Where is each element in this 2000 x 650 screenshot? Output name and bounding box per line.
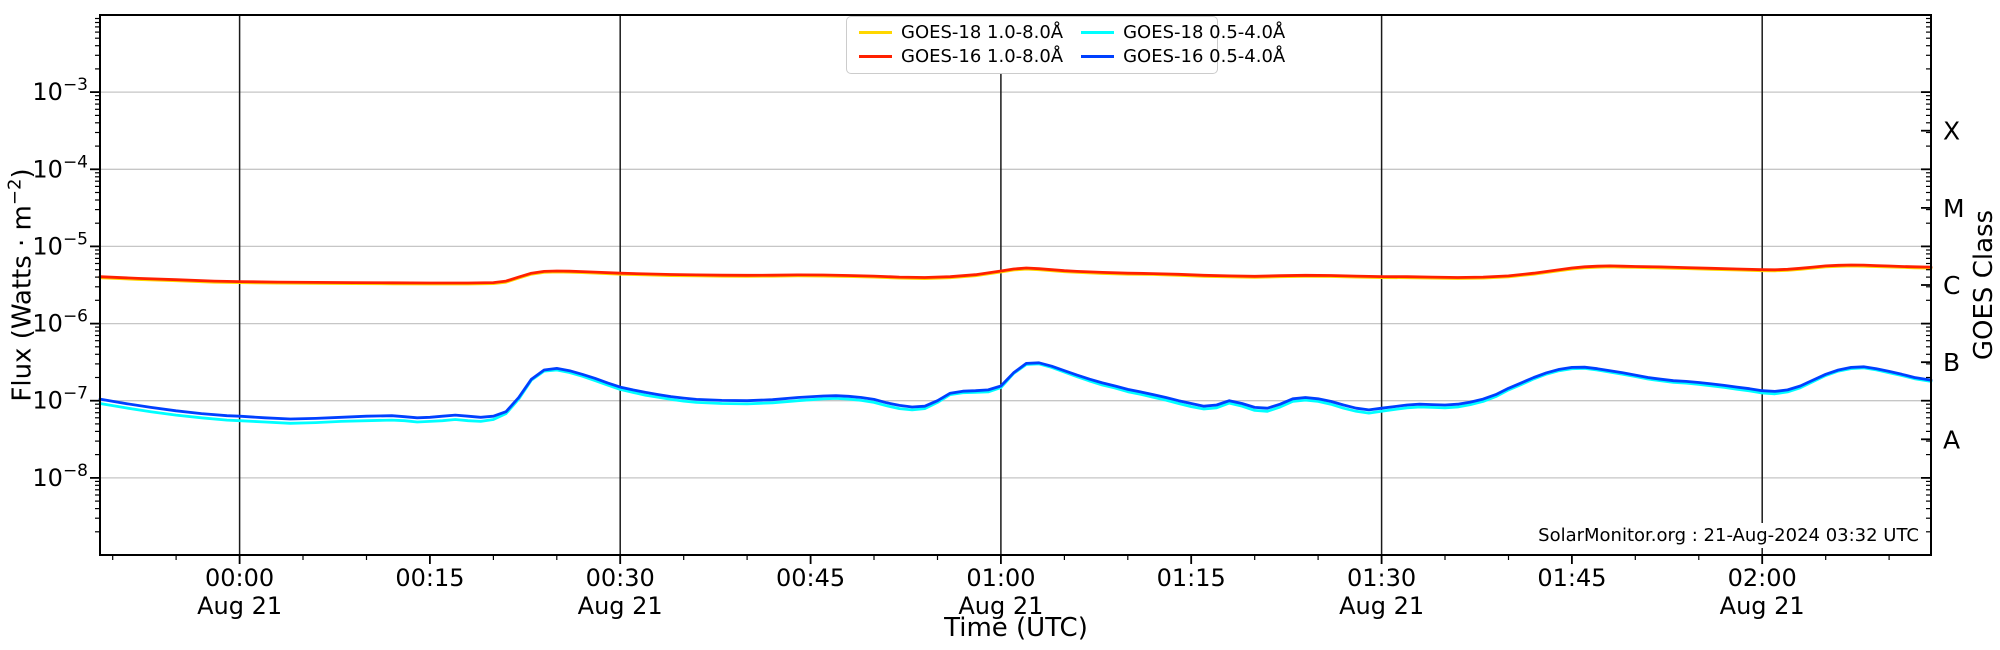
x-tick-label: 01:15	[1157, 564, 1226, 592]
legend-line-goes18-long-icon	[859, 31, 892, 34]
legend-line-goes16-short-icon	[1081, 55, 1115, 58]
y-tick-label: 10−5	[32, 229, 88, 260]
x-tick-label: 00:00	[205, 564, 274, 592]
x-tick-date-label: Aug 21	[958, 592, 1043, 620]
y-tick-label: 10−7	[32, 384, 88, 415]
left-axis-tick-labels: 10−3 10−4 10−5 10−6 10−7 10−8	[32, 75, 88, 492]
goes-class-letters: X M C B A	[1921, 117, 1965, 454]
legend-item-label: GOES-18 1.0-8.0Å	[901, 22, 1064, 43]
x-tick-date-label: Aug 21	[197, 592, 282, 620]
curve-goes16-long	[98, 263, 1933, 285]
legend-item-label: GOES-18 0.5-4.0Å	[1123, 22, 1286, 43]
x-tick-date-label: Aug 21	[578, 592, 663, 620]
y-tick-label: 10−6	[32, 307, 88, 338]
curve-goes16-short	[98, 361, 1933, 421]
y-axis-label: Flux (Watts · m−2)	[5, 168, 38, 401]
x-tick-label: 01:30	[1347, 564, 1416, 592]
right-axis-label: GOES Class	[1969, 209, 1999, 361]
goes-class-letter: A	[1943, 425, 1960, 454]
left-axis-ticks	[90, 17, 100, 533]
y-axis-label-text: Flux (Watts · m	[7, 205, 38, 402]
x-tick-date-label: Aug 21	[1339, 592, 1424, 620]
legend-item-goes18-short: GOES-18 0.5-4.0Å	[1081, 22, 1285, 43]
x-axis-label: Time (UTC)	[944, 613, 1088, 643]
legend-item-label: GOES-16 0.5-4.0Å	[1123, 46, 1286, 67]
x-tick-label: 00:45	[776, 564, 845, 592]
y-axis-label-close: )	[7, 168, 38, 179]
legend-item-label: GOES-16 1.0-8.0Å	[901, 46, 1064, 67]
y-axis-label-exponent: −2	[4, 178, 26, 206]
right-axis-ticks	[1921, 17, 1931, 533]
legend-item-goes16-long: GOES-16 1.0-8.0Å	[859, 46, 1063, 67]
goes-class-letter: M	[1943, 194, 1965, 223]
horizontal-gridlines	[100, 91, 1931, 479]
legend-item-goes18-long: GOES-18 1.0-8.0Å	[859, 22, 1063, 43]
x-tick-date-label: Aug 21	[1720, 592, 1805, 620]
y-tick-label: 10−4	[32, 152, 88, 183]
goes-class-letter: C	[1943, 271, 1960, 300]
vertical-gridlines	[238, 15, 1763, 555]
legend-line-goes16-long-icon	[859, 55, 892, 58]
bottom-axis-ticks	[112, 555, 1890, 564]
watermark: SolarMonitor.org : 21-Aug-2024 03:32 UTC	[1534, 523, 1923, 548]
y-tick-label: 10−8	[32, 461, 88, 492]
x-tick-label: 01:00	[966, 564, 1035, 592]
x-tick-label: 00:15	[395, 564, 464, 592]
goes-class-letter: B	[1943, 348, 1960, 377]
x-tick-label: 02:00	[1728, 564, 1797, 592]
x-tick-label: 01:45	[1537, 564, 1606, 592]
y-tick-label: 10−3	[32, 75, 88, 106]
goes-class-letter: X	[1943, 117, 1960, 146]
legend: GOES-18 1.0-8.0Å GOES-16 1.0-8.0Å GOES-1…	[846, 16, 1285, 74]
legend-line-goes18-short-icon	[1081, 31, 1115, 34]
x-tick-label: 00:30	[586, 564, 655, 592]
legend-item-goes16-short: GOES-16 0.5-4.0Å	[1081, 46, 1285, 67]
